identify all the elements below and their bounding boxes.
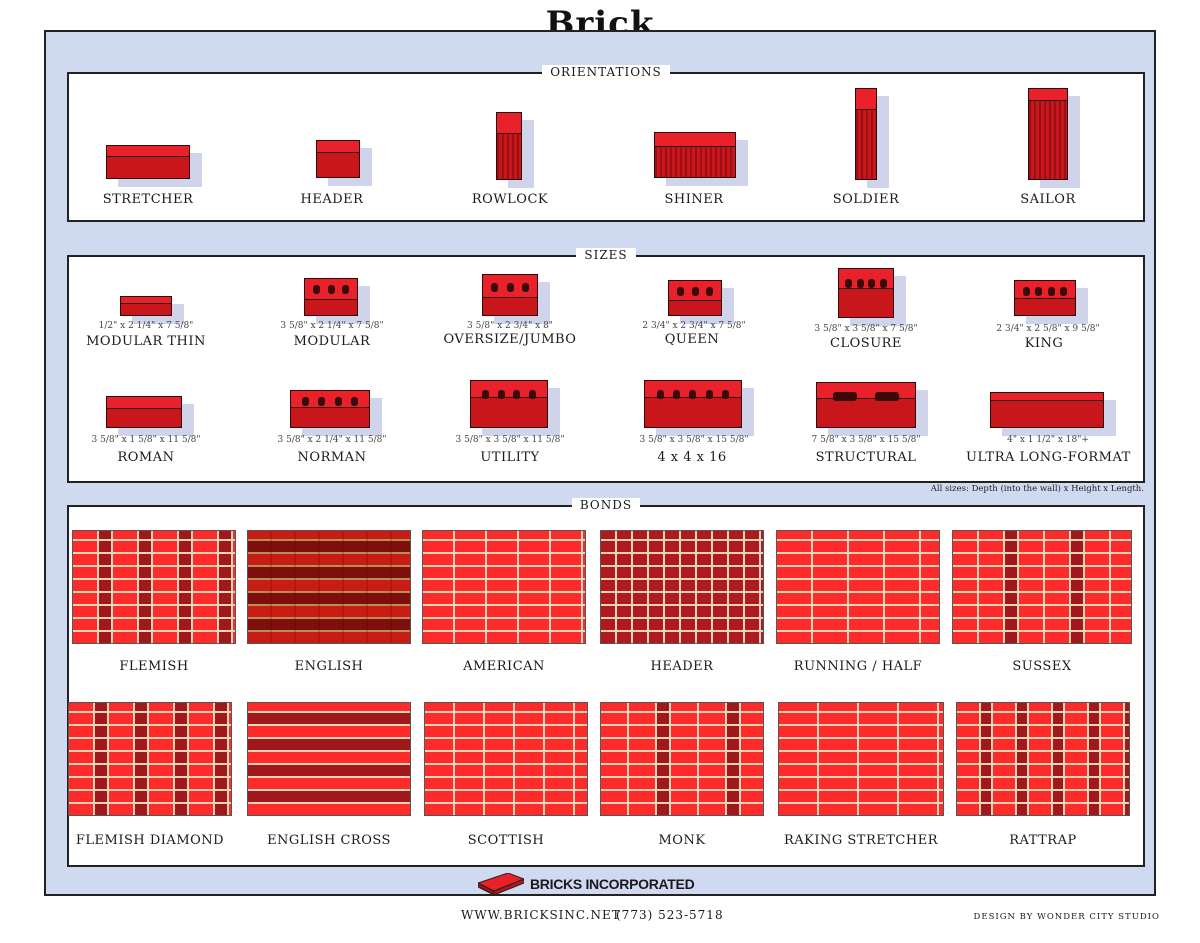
wall-rattrap xyxy=(956,702,1130,816)
company-logo: BRICKS INCORPORATED xyxy=(478,873,695,895)
label-roman: ROMAN xyxy=(117,450,175,465)
label-king: KING xyxy=(1024,336,1064,351)
dim-4x4x16: 3 5/8" x 3 5/8" x 15 5/8" xyxy=(639,435,749,445)
brick-king xyxy=(1014,280,1076,316)
label-header: HEADER xyxy=(300,192,364,207)
label-utility: UTILITY xyxy=(480,450,540,465)
wall-flemish xyxy=(72,530,236,644)
label-monk: MONK xyxy=(658,833,706,848)
dim-roman: 3 5/8" x 1 5/8" x 11 5/8" xyxy=(91,435,201,445)
label-norman: NORMAN xyxy=(297,450,367,465)
wall-english-cross xyxy=(247,702,411,816)
brick-header xyxy=(316,140,360,178)
dim-utility: 3 5/8" x 3 5/8" x 11 5/8" xyxy=(455,435,565,445)
brick-shiner xyxy=(654,132,736,178)
brick-utility xyxy=(470,380,548,428)
brick-modular xyxy=(304,278,358,316)
wall-running xyxy=(776,530,940,644)
label-soldier: SOLDIER xyxy=(832,192,900,207)
brick-modular-thin xyxy=(120,296,172,316)
wall-header xyxy=(600,530,764,644)
brick-ultra-long xyxy=(990,392,1104,428)
brick-closure xyxy=(838,268,894,318)
wall-flemish-diamond xyxy=(68,702,232,816)
brick-stretcher xyxy=(106,145,190,179)
wall-raking-stretcher xyxy=(778,702,944,816)
design-credit: DESIGN BY WONDER CITY STUDIO xyxy=(973,912,1160,922)
dim-queen: 2 3/4" x 2 3/4" x 7 5/8" xyxy=(642,321,746,331)
phone-number: (773) 523-5718 xyxy=(616,908,724,922)
wall-sussex xyxy=(952,530,1132,644)
label-flemish-diamond: FLEMISH DIAMOND xyxy=(75,833,225,848)
label-header-bond: HEADER xyxy=(650,659,714,674)
label-raking-stretcher: RAKING STRETCHER xyxy=(783,833,938,848)
label-4x4x16: 4 x 4 x 16 xyxy=(657,450,727,465)
label-queen: QUEEN xyxy=(664,332,720,347)
brick-sailor xyxy=(1028,88,1068,180)
brick-logo-icon xyxy=(478,873,524,895)
dim-king: 2 3/4" x 2 5/8" x 9 5/8" xyxy=(996,324,1100,334)
sizes-note: All sizes: Depth (into the wall) x Heigh… xyxy=(930,484,1144,494)
company-name: BRICKS INCORPORATED xyxy=(530,876,695,892)
label-sussex: SUSSEX xyxy=(1012,659,1072,674)
label-sailor: SAILOR xyxy=(1020,192,1076,207)
brick-roman xyxy=(106,396,182,428)
label-stretcher: STRETCHER xyxy=(102,192,194,207)
brick-soldier xyxy=(855,88,877,180)
label-english-cross: ENGLISH CROSS xyxy=(267,833,391,848)
dim-modular: 3 5/8" x 2 1/4" x 7 5/8" xyxy=(280,321,384,331)
label-modular: MODULAR xyxy=(293,334,371,349)
label-english: ENGLISH xyxy=(294,659,364,674)
brick-oversize xyxy=(482,274,538,316)
label-running: RUNNING / HALF xyxy=(793,659,923,674)
brick-rowlock xyxy=(496,112,522,180)
dim-ultra-long: 4" x 1 1/2" x 18"+ xyxy=(1007,435,1089,445)
bonds-heading: BONDS xyxy=(571,498,641,512)
label-scottish: SCOTTISH xyxy=(467,833,545,848)
label-rattrap: RATTRAP xyxy=(1009,833,1077,848)
brick-structural xyxy=(816,382,916,428)
label-american: AMERICAN xyxy=(463,659,545,674)
label-flemish: FLEMISH xyxy=(119,659,189,674)
wall-scottish xyxy=(424,702,588,816)
brick-queen xyxy=(668,280,722,316)
brick-4x4x16 xyxy=(644,380,742,428)
orientations-heading: ORIENTATIONS xyxy=(542,65,670,79)
label-rowlock: ROWLOCK xyxy=(471,192,549,207)
dim-oversize: 3 5/8" x 2 3/4" x 8" xyxy=(467,321,553,331)
website-link[interactable]: WWW.BRICKSINC.NET xyxy=(461,908,621,922)
orientations-panel: ORIENTATIONS xyxy=(67,65,1145,222)
sizes-heading: SIZES xyxy=(576,248,636,262)
wall-monk xyxy=(600,702,764,816)
dim-structural: 7 5/8" x 3 5/8" x 15 5/8" xyxy=(811,435,921,445)
brick-norman xyxy=(290,390,370,428)
label-closure: CLOSURE xyxy=(830,336,902,351)
wall-american xyxy=(422,530,586,644)
wall-english xyxy=(247,530,411,644)
label-shiner: SHINER xyxy=(664,192,724,207)
label-ultra-long: ULTRA LONG-FORMAT xyxy=(966,450,1131,465)
label-modular-thin: MODULAR THIN xyxy=(86,334,206,349)
dim-modular-thin: 1/2" x 2 1/4" x 7 5/8" xyxy=(98,321,194,331)
label-structural: STRUCTURAL xyxy=(815,450,917,465)
label-oversize: OVERSIZE/JUMBO xyxy=(443,332,577,347)
dim-closure: 3 5/8" x 3 5/8" x 7 5/8" xyxy=(814,324,918,334)
dim-norman: 3 5/8" x 2 1/4" x 11 5/8" xyxy=(277,435,387,445)
sizes-panel: SIZES xyxy=(67,248,1145,483)
